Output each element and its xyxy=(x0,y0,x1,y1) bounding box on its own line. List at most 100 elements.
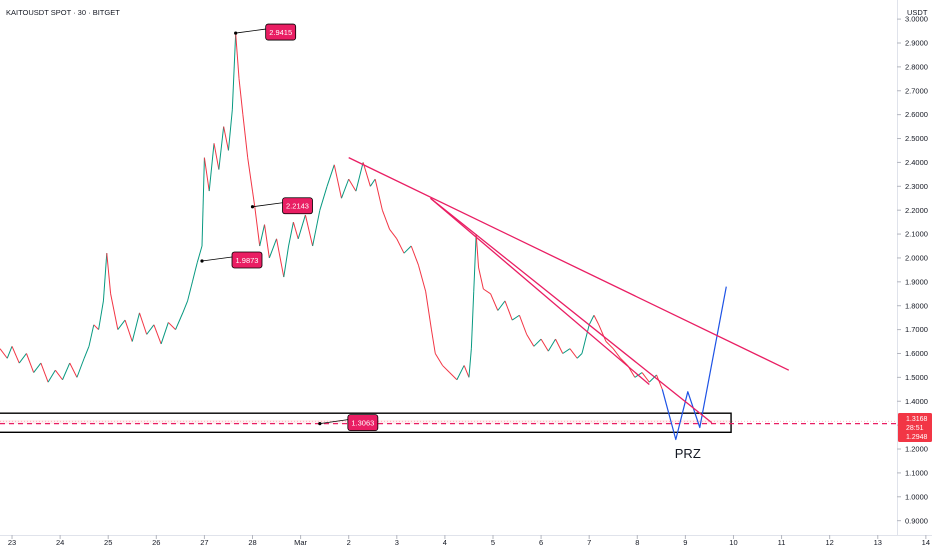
x-tick-label: 28 xyxy=(248,538,256,547)
callout-leader xyxy=(235,28,266,34)
price-segment xyxy=(196,245,203,263)
price-segment xyxy=(540,338,549,352)
time-axis[interactable]: 232425262728Mar2345678910111213141516171… xyxy=(0,535,932,547)
price-segment xyxy=(410,245,419,266)
price-segment xyxy=(18,353,27,364)
price-segment xyxy=(483,288,491,295)
price-segment xyxy=(456,365,465,380)
x-tick-label: 23 xyxy=(8,538,16,547)
price-segment xyxy=(470,291,475,349)
callout-leader xyxy=(201,256,233,262)
y-tick-label: 1.0000 xyxy=(905,492,928,501)
price-axis-ticks: 0.90001.00001.10001.20001.30001.40001.50… xyxy=(897,15,928,525)
price-axis[interactable]: 0.90001.00001.10001.20001.30001.40001.50… xyxy=(897,0,928,535)
price-callout-label: 1.9873 xyxy=(236,256,259,265)
price-segment xyxy=(33,362,42,373)
price-segment xyxy=(389,228,398,240)
price-segment xyxy=(88,324,95,347)
price-segment xyxy=(355,162,364,192)
price-segment xyxy=(518,315,528,335)
price-segment xyxy=(11,346,20,364)
y-tick-label: 1.6000 xyxy=(905,349,928,358)
x-tick-label: 9 xyxy=(683,538,687,547)
trendline xyxy=(430,197,650,386)
price-segment xyxy=(102,253,108,301)
x-tick-label: Mar xyxy=(294,538,307,547)
price-segment xyxy=(40,362,49,383)
price-callout-label: 2.2143 xyxy=(286,202,309,211)
current-price-tag: 1.3168 28:51 1.2948 xyxy=(898,413,932,442)
price-segment xyxy=(403,245,412,254)
y-tick-label: 1.5000 xyxy=(905,373,928,382)
price-segment xyxy=(83,346,90,359)
price-segment xyxy=(430,329,436,354)
x-tick-label: 6 xyxy=(539,538,543,547)
price-callout-label: 1.3063 xyxy=(351,418,374,427)
x-tick-label: 8 xyxy=(635,538,639,547)
trendline-layer xyxy=(348,157,790,424)
x-tick-label: 3 xyxy=(395,538,399,547)
price-segment xyxy=(348,178,357,192)
price-segment xyxy=(276,238,285,278)
price-segment xyxy=(238,78,244,115)
price-segment xyxy=(449,372,458,381)
price-segment xyxy=(362,162,371,187)
price-segment xyxy=(187,281,193,302)
price-segment xyxy=(425,291,432,330)
price-segment xyxy=(47,369,56,383)
x-tick-label: 27 xyxy=(200,538,208,547)
price-segment xyxy=(641,372,650,383)
price-segment xyxy=(547,338,556,352)
price-segment xyxy=(106,253,112,294)
callout-leader xyxy=(319,419,348,425)
price-segment xyxy=(139,312,148,335)
price-segment xyxy=(153,324,162,345)
y-tick-label: 1.7000 xyxy=(905,325,928,334)
price-segment xyxy=(191,262,198,282)
series-layer xyxy=(0,33,727,441)
price-segment xyxy=(69,362,78,378)
price-tag-box xyxy=(898,413,932,442)
callout-anchor xyxy=(234,31,238,35)
y-tick-label: 2.8000 xyxy=(905,62,928,71)
projection-path xyxy=(661,286,727,441)
price-segment xyxy=(442,365,451,373)
y-tick-label: 2.3000 xyxy=(905,182,928,191)
y-tick-label: 3.0000 xyxy=(905,15,928,24)
price-callout xyxy=(282,197,313,215)
price-segment xyxy=(110,293,119,330)
price-segment xyxy=(562,348,571,354)
time-axis-ticks: 232425262728Mar2345678910111213141516171… xyxy=(8,535,930,547)
price-segment xyxy=(588,315,595,326)
price-segment xyxy=(511,314,520,321)
price-segment xyxy=(526,334,535,347)
price-segment xyxy=(227,109,233,151)
price-segment xyxy=(208,143,215,192)
price-segment xyxy=(490,293,499,311)
y-tick-label: 0.9000 xyxy=(905,516,928,525)
price-segment xyxy=(473,234,477,292)
y-tick-label: 1.1000 xyxy=(905,469,928,478)
price-segment xyxy=(292,221,299,239)
y-tick-label: 2.6000 xyxy=(905,110,928,119)
price-segment xyxy=(475,234,480,268)
price-segment xyxy=(146,324,155,335)
bar-countdown: 28:51 xyxy=(906,425,924,432)
price-segment xyxy=(259,224,266,247)
price-segment xyxy=(593,315,600,326)
x-tick-label: 12 xyxy=(825,538,833,547)
level-price: 1.2948 xyxy=(906,434,928,441)
x-tick-label: 13 xyxy=(874,538,882,547)
trendline xyxy=(348,157,790,371)
y-tick-label: 2.4000 xyxy=(905,158,928,167)
price-segment xyxy=(463,365,470,378)
price-segment xyxy=(468,348,472,378)
price-segment xyxy=(231,33,237,110)
price-segment xyxy=(54,369,63,381)
price-segment xyxy=(333,164,342,199)
price-segment xyxy=(434,353,443,366)
x-tick-label: 7 xyxy=(587,538,591,547)
price-segment xyxy=(93,324,99,330)
